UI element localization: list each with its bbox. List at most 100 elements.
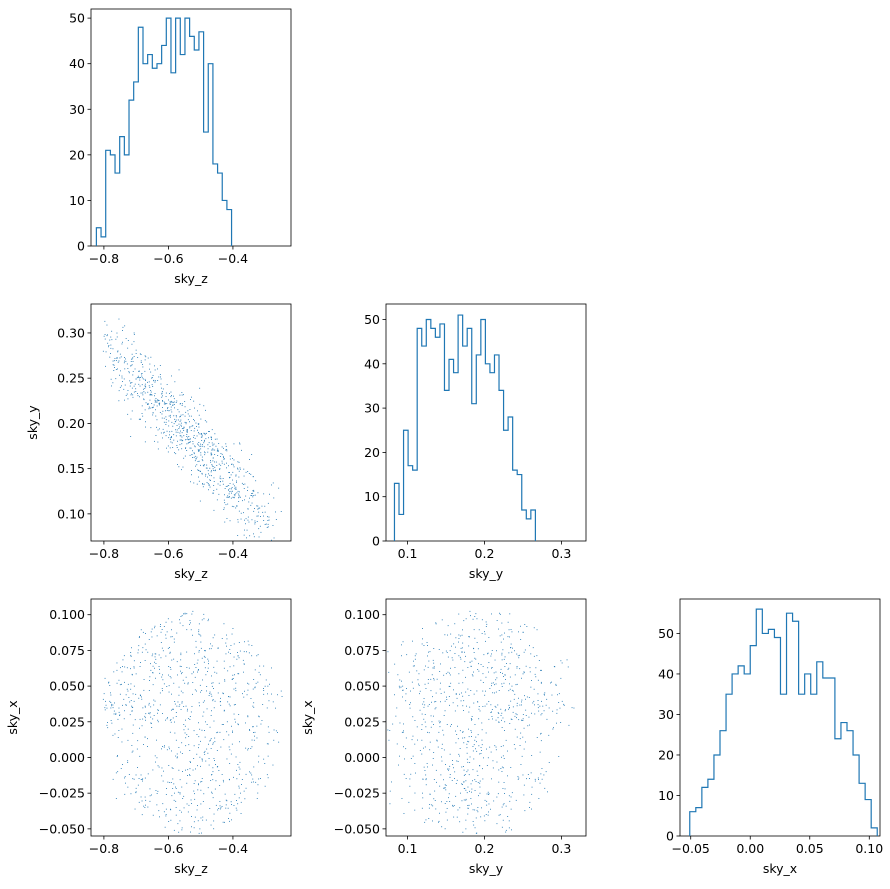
scatter-point xyxy=(119,693,121,695)
scatter-point xyxy=(476,741,477,743)
scatter-point xyxy=(466,792,468,794)
scatter-point xyxy=(138,697,140,699)
scatter-point xyxy=(214,634,216,636)
scatter-point xyxy=(492,760,494,762)
scatter-point xyxy=(240,518,242,520)
scatter-point xyxy=(164,826,166,828)
scatter-point xyxy=(251,746,253,748)
scatter-point xyxy=(502,755,504,757)
scatter-point xyxy=(190,430,192,431)
scatter-point xyxy=(263,758,265,760)
scatter-point xyxy=(432,758,434,759)
scatter-point xyxy=(452,804,453,806)
scatter-point xyxy=(440,693,442,694)
scatter-point xyxy=(237,468,239,470)
scatter-point xyxy=(201,690,203,691)
scatter-point xyxy=(253,533,254,535)
scatter-point xyxy=(139,755,141,757)
scatter-point xyxy=(278,487,280,489)
scatter-point xyxy=(191,396,192,398)
scatter-point xyxy=(425,784,427,786)
scatter-point xyxy=(229,458,231,460)
scatter-point xyxy=(187,769,189,771)
y-tick-label: 0.050 xyxy=(344,679,380,694)
scatter-point xyxy=(198,449,200,451)
scatter-point xyxy=(484,633,486,635)
scatter-point xyxy=(226,467,227,469)
scatter-point xyxy=(217,648,219,649)
scatter-point xyxy=(427,645,428,646)
scatter-point xyxy=(387,651,389,653)
scatter-point xyxy=(187,775,188,776)
x-axis-label: sky_z xyxy=(174,566,208,581)
scatter-point xyxy=(448,793,450,795)
scatter-point xyxy=(114,367,115,368)
scatter-point xyxy=(213,477,215,479)
scatter-point xyxy=(173,783,175,785)
scatter-point xyxy=(459,821,461,823)
scatter-point xyxy=(141,725,143,727)
x-axis-label: sky_z xyxy=(174,861,208,876)
scatter-point xyxy=(463,766,464,767)
scatter-point xyxy=(102,698,104,700)
scatter-point xyxy=(513,744,515,745)
scatter-point xyxy=(118,730,120,731)
scatter-point xyxy=(135,673,137,675)
scatter-point xyxy=(209,740,211,742)
scatter-point xyxy=(421,807,423,809)
scatter-point xyxy=(175,712,177,713)
scatter-point xyxy=(482,778,484,780)
scatter-point xyxy=(254,508,255,509)
scatter-point xyxy=(171,693,172,695)
scatter-point xyxy=(471,674,473,676)
scatter-point xyxy=(131,393,132,395)
x-tick-label: 0.3 xyxy=(551,546,571,561)
scatter-point xyxy=(231,678,233,680)
scatter-point xyxy=(517,778,519,780)
scatter-point xyxy=(421,729,423,730)
scatter-point xyxy=(498,721,500,723)
scatter-point xyxy=(174,381,176,383)
scatter-point xyxy=(246,537,247,539)
scatter-point xyxy=(124,666,126,668)
histogram-step-series xyxy=(393,314,536,541)
scatter-point xyxy=(199,449,200,451)
scatter-point xyxy=(131,706,133,708)
scatter-point xyxy=(193,821,195,823)
x-tick-label: 0.2 xyxy=(475,841,495,856)
scatter-point xyxy=(187,431,188,433)
scatter-point xyxy=(184,732,186,734)
scatter-point xyxy=(258,507,260,509)
scatter-point xyxy=(267,526,269,528)
scatter-point xyxy=(176,445,178,446)
scatter-point xyxy=(212,492,214,494)
scatter-point xyxy=(259,507,261,509)
scatter-point xyxy=(509,688,511,690)
scatter-point xyxy=(455,693,457,695)
scatter-point xyxy=(207,444,209,446)
scatter-point xyxy=(253,679,255,680)
scatter-point xyxy=(222,821,224,823)
scatter-point xyxy=(212,444,214,446)
scatter-point xyxy=(166,447,167,449)
scatter-point xyxy=(201,433,203,435)
scatter-point xyxy=(205,475,206,477)
scatter-point xyxy=(198,476,199,478)
scatter-point xyxy=(485,676,487,678)
scatter-point xyxy=(126,393,128,395)
scatter-point xyxy=(260,531,262,533)
scatter-point xyxy=(201,778,203,779)
y-tick-label: 30 xyxy=(69,102,85,117)
scatter-point xyxy=(199,403,201,405)
scatter-point xyxy=(495,706,497,708)
scatter-point xyxy=(235,690,237,692)
scatter-point xyxy=(214,700,216,702)
scatter-point xyxy=(228,651,229,653)
scatter-point xyxy=(203,405,205,407)
scatter-point xyxy=(216,732,218,734)
scatter-point xyxy=(104,707,106,709)
scatter-point xyxy=(432,764,433,766)
scatter-point xyxy=(405,748,407,750)
scatter-point xyxy=(467,667,469,668)
scatter-point xyxy=(182,679,184,681)
